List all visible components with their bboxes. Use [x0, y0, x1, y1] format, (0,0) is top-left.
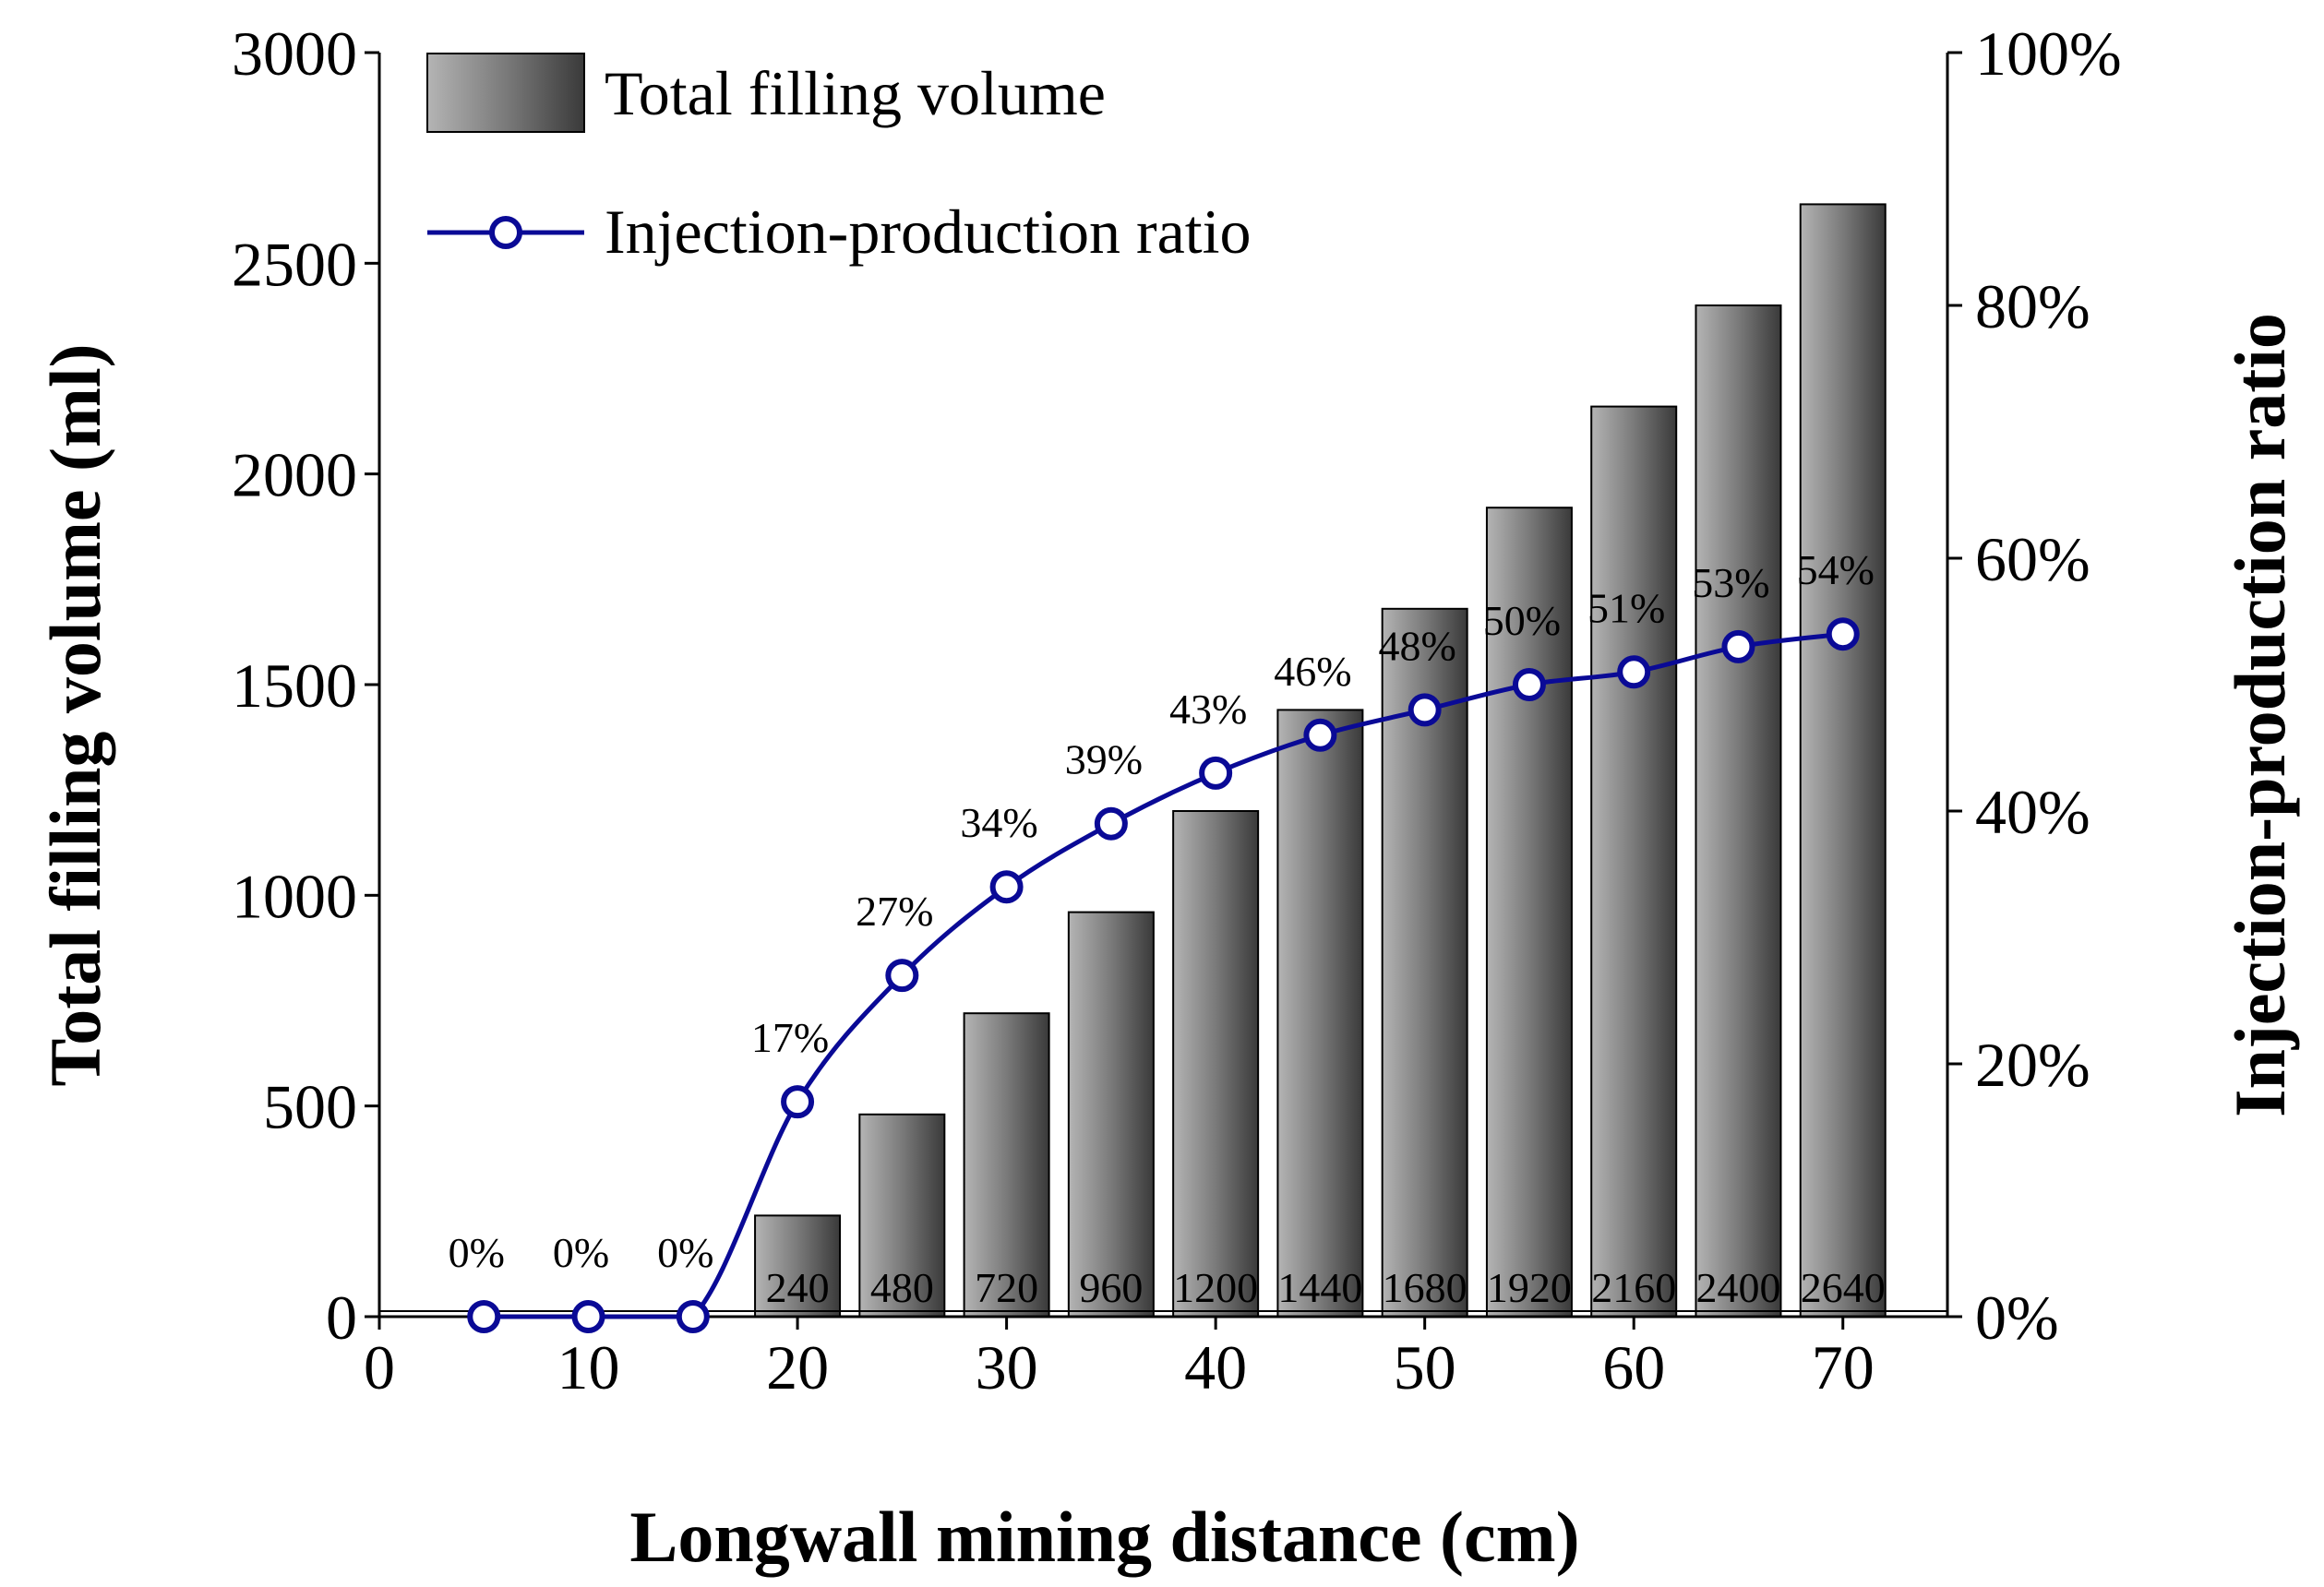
ratio-value-label: 39% — [1065, 736, 1143, 783]
ratio-value-label: 17% — [751, 1014, 829, 1061]
axes-layer: 0 10 20 30 40 50 60 70 0 500 1000 1500 2000 2500 3000 0… — [232, 18, 2122, 1402]
y-axis-right-title: Injection-production ratio — [2220, 313, 2300, 1117]
ratio-point — [467, 1300, 501, 1333]
ratio-point — [1408, 693, 1442, 727]
x-tick-label: 40 — [1184, 1332, 1247, 1402]
bar-value-label: 1920 — [1487, 1264, 1572, 1311]
y-right-tick-label: 100% — [1975, 18, 2122, 89]
ratio-value-label: 51% — [1587, 584, 1665, 631]
ratio-point — [781, 1085, 815, 1119]
bar — [754, 1214, 842, 1319]
ratio-value-label: 50% — [1483, 597, 1561, 644]
bar-value-label: 1440 — [1277, 1264, 1362, 1311]
labels-layer: 240 480 720 960 1200 1440 1680 1920 2160 2400 2640… — [449, 546, 1886, 1311]
ratio-point — [1094, 806, 1128, 841]
x-tick-label: 50 — [1394, 1332, 1456, 1402]
y-left-tick-label: 0 — [326, 1283, 357, 1353]
bars-layer — [754, 203, 1887, 1319]
bar-value-label: 960 — [1079, 1264, 1143, 1311]
y-left-tick-label: 500 — [263, 1072, 357, 1142]
ratio-point — [1721, 629, 1755, 663]
ratio-point — [1303, 718, 1337, 752]
ratio-point — [676, 1300, 710, 1333]
ratio-value-label: 0% — [553, 1229, 609, 1276]
bar — [1276, 709, 1364, 1318]
bar — [1590, 405, 1678, 1319]
bar — [1381, 607, 1468, 1318]
bar-value-label: 720 — [975, 1264, 1038, 1311]
legend-line-marker — [489, 216, 522, 249]
ratio-point — [1617, 655, 1651, 689]
bar-value-label: 1680 — [1383, 1264, 1467, 1311]
ratio-point — [1512, 668, 1546, 701]
y-right-tick-label: 80% — [1975, 271, 2090, 341]
ratio-value-label: 0% — [449, 1229, 505, 1276]
ratio-value-label: 48% — [1379, 622, 1456, 669]
y-axis-left-title: Total filling volume (ml) — [35, 343, 115, 1086]
ratio-point — [885, 959, 919, 993]
x-tick-label: 20 — [766, 1332, 829, 1402]
bar — [858, 1113, 946, 1319]
ratio-value-label: 27% — [856, 888, 933, 935]
ratio-point — [1199, 756, 1233, 790]
bar — [1485, 507, 1573, 1318]
bar — [1172, 810, 1260, 1318]
legend-bars-label: Total filling volume — [605, 58, 1106, 128]
ratio-point — [1826, 617, 1860, 651]
bar — [1067, 911, 1155, 1318]
bar-value-label: 2400 — [1695, 1264, 1780, 1311]
y-right-tick-label: 40% — [1975, 777, 2090, 847]
ratio-value-label: 53% — [1692, 559, 1769, 606]
bar — [1695, 304, 1782, 1318]
y-left-tick-label: 1500 — [232, 650, 357, 721]
ratio-value-label: 0% — [657, 1229, 713, 1276]
y-left-tick-label: 2000 — [232, 440, 357, 510]
x-tick-label: 10 — [557, 1332, 620, 1402]
bar — [963, 1012, 1050, 1318]
legend-line-label: Injection-production ratio — [605, 197, 1252, 267]
line-layer — [467, 617, 1860, 1333]
bar-value-label: 480 — [870, 1264, 934, 1311]
bar-value-label: 2160 — [1591, 1264, 1676, 1311]
ratio-point — [989, 870, 1024, 904]
ratio-value-label: 34% — [960, 799, 1037, 846]
ratio-value-label: 46% — [1274, 648, 1351, 695]
x-tick-label: 30 — [976, 1332, 1038, 1402]
y-left-tick-label: 3000 — [232, 18, 357, 89]
bar-value-label: 1200 — [1173, 1264, 1258, 1311]
bar — [1799, 203, 1887, 1318]
ratio-point — [571, 1300, 605, 1333]
ratio-value-label: 43% — [1169, 686, 1247, 733]
legend-bar-swatch — [426, 53, 585, 133]
x-tick-label: 0 — [364, 1332, 395, 1402]
y-left-tick-label: 1000 — [232, 861, 357, 931]
y-left-tick-label: 2500 — [232, 229, 357, 299]
x-axis-title: Longwall mining distance (cm) — [629, 1497, 1579, 1577]
bar-value-label: 2640 — [1801, 1264, 1886, 1311]
y-right-tick-label: 0% — [1975, 1283, 2059, 1353]
x-tick-label: 60 — [1602, 1332, 1665, 1402]
y-right-tick-label: 60% — [1975, 524, 2090, 594]
bar-value-label: 240 — [766, 1264, 830, 1311]
ratio-value-label: 54% — [1797, 546, 1875, 593]
y-right-tick-label: 20% — [1975, 1030, 2090, 1100]
x-tick-label: 70 — [1812, 1332, 1875, 1402]
legend: Total filling volume Injection-productio… — [426, 53, 1252, 267]
